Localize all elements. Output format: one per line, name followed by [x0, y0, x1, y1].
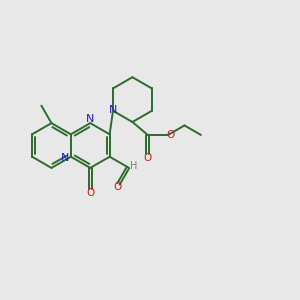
Text: N: N: [109, 105, 117, 115]
Text: N: N: [61, 153, 70, 163]
Text: O: O: [166, 130, 174, 140]
Text: O: O: [113, 182, 121, 192]
Text: O: O: [144, 153, 152, 163]
Text: O: O: [86, 188, 94, 198]
Text: N: N: [86, 114, 94, 124]
Text: H: H: [130, 161, 138, 172]
